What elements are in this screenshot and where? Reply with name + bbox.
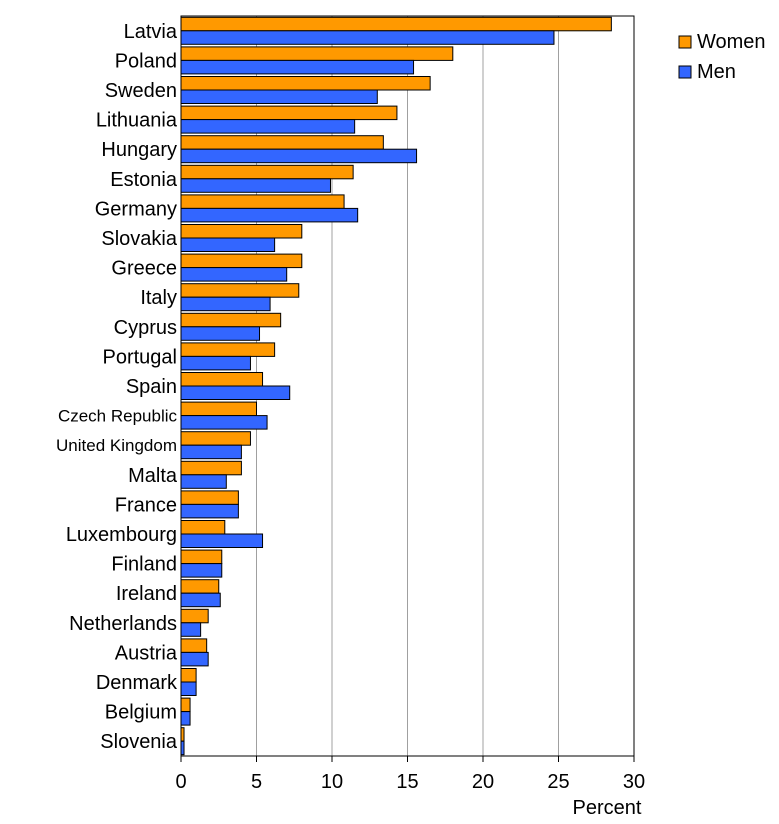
y-category-label: Estonia [110,169,178,191]
bar-men [180,148,418,164]
bar-women [180,579,220,594]
bar-men [180,622,202,637]
x-tick-label: 30 [623,771,645,793]
bar-men [180,503,239,519]
bar-men [180,355,251,371]
y-category-label: Belgium [105,702,177,724]
bar-women [180,135,384,150]
bar-men [180,267,288,282]
bar-women [180,283,300,298]
y-category-label: Poland [115,50,177,72]
y-category-label: Slovenia [100,731,178,753]
bar-women [180,697,191,713]
x-tick-label: 25 [547,771,569,793]
y-category-label: Finland [111,554,177,576]
bar-men [180,651,209,667]
x-tick-label: 15 [396,771,418,793]
bar-women [180,372,264,387]
y-category-label: Slovakia [101,228,177,250]
plot-area: 0 5 10 15 20 25 30 Latvia Poland Sweden Lithuania… [56,15,645,819]
y-category-label: France [115,494,177,516]
bar-women [180,312,282,328]
bar-men [180,89,378,104]
bar-men [180,444,242,460]
legend-swatch [678,35,692,49]
bar-men [180,415,268,430]
bar-women [180,253,303,269]
y-category-label: Lithuania [96,110,178,132]
bar-men [180,59,415,75]
y-category-label: Germany [95,198,177,220]
x-tick-label: 5 [251,771,262,793]
x-tick-label: 10 [321,771,343,793]
x-tick-label: 0 [175,771,186,793]
legend: Women Men [678,31,766,83]
bars [180,16,612,756]
bar-men [180,119,356,134]
y-category-label: Czech Republic [58,407,178,426]
y-category-label: Denmark [96,672,178,694]
legend-label: Men [697,61,736,83]
bar-men [180,30,555,45]
y-category-label: Malta [128,465,178,487]
y-category-label: Latvia [124,21,178,43]
bar-men [180,533,264,548]
bar-women [180,164,354,180]
y-category-label: Hungary [101,139,177,161]
y-category-label: Spain [126,376,177,398]
y-category-label: Portugal [103,346,178,368]
x-axis-title: Percent [573,797,642,819]
bar-women [180,105,398,121]
bar-women [180,16,612,32]
bar-women [180,431,251,446]
bar-men [180,592,221,608]
bar-women [180,520,226,535]
bar-women [180,194,345,209]
bar-women [180,460,242,476]
bar-women [180,549,223,565]
y-axis-labels: Latvia Poland Sweden Lithuania Hungary Estoni… [56,21,178,753]
y-category-label: Greece [111,258,177,280]
bar-women [180,638,208,653]
bar-women [180,224,303,239]
bar-women [180,668,197,683]
y-category-label: Cyprus [114,317,177,339]
bar-women [180,490,239,505]
y-category-label: Netherlands [69,613,177,635]
y-category-label: Sweden [105,80,177,102]
legend-swatch [678,65,692,79]
y-category-label: Ireland [116,583,177,605]
y-category-label: Italy [140,287,177,309]
bar-men [180,207,359,223]
bar-men [180,385,291,400]
y-category-label: Luxembourg [66,524,177,546]
bar-men [180,711,191,726]
bar-men [180,296,271,312]
bar-women [180,401,257,417]
bar-men [180,681,197,696]
bar-men [180,178,331,193]
y-category-label: Austria [115,642,178,664]
bar-women [180,342,276,357]
y-category-label: United Kingdom [56,436,177,455]
bar-men [180,474,227,489]
bar-women [180,46,454,61]
bar-women [180,608,209,624]
legend-label: Women [697,31,766,53]
x-axis-ticks: 0 5 10 15 20 25 30 [175,756,645,793]
bar-women [180,76,431,91]
bar-men [180,237,276,252]
x-tick-label: 20 [472,771,494,793]
bar-men [180,563,223,578]
bar-men [180,326,261,341]
